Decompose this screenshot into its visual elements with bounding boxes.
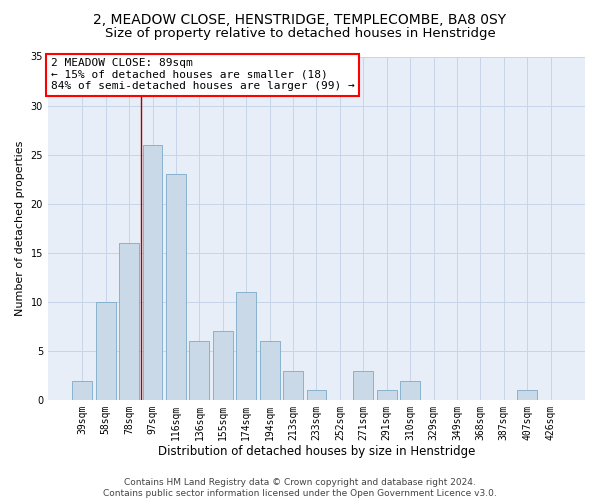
Bar [166, 174, 186, 400]
Bar [236, 292, 256, 400]
Bar [213, 332, 233, 400]
Text: 2, MEADOW CLOSE, HENSTRIDGE, TEMPLECOMBE, BA8 0SY: 2, MEADOW CLOSE, HENSTRIDGE, TEMPLECOMBE… [94, 12, 506, 26]
Bar [190, 342, 209, 400]
Bar [96, 302, 116, 400]
Bar [377, 390, 397, 400]
Bar [73, 380, 92, 400]
Y-axis label: Number of detached properties: Number of detached properties [15, 140, 25, 316]
Text: Contains HM Land Registry data © Crown copyright and database right 2024.
Contai: Contains HM Land Registry data © Crown c… [103, 478, 497, 498]
Bar [353, 371, 373, 400]
Bar [119, 243, 139, 400]
X-axis label: Distribution of detached houses by size in Henstridge: Distribution of detached houses by size … [158, 444, 475, 458]
Bar [517, 390, 537, 400]
Bar [400, 380, 420, 400]
Text: 2 MEADOW CLOSE: 89sqm
← 15% of detached houses are smaller (18)
84% of semi-deta: 2 MEADOW CLOSE: 89sqm ← 15% of detached … [50, 58, 355, 92]
Bar [143, 145, 163, 400]
Bar [260, 342, 280, 400]
Bar [307, 390, 326, 400]
Bar [283, 371, 303, 400]
Text: Size of property relative to detached houses in Henstridge: Size of property relative to detached ho… [104, 28, 496, 40]
